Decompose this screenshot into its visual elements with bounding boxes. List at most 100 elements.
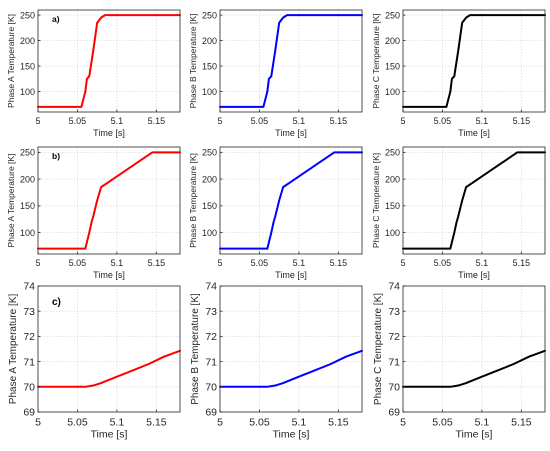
plot-area	[220, 286, 362, 412]
y-tick-label: 200	[385, 174, 400, 184]
x-tick-label: 5	[217, 258, 222, 268]
x-tick-label: 5.15	[328, 417, 349, 429]
y-tick-label: 72	[205, 331, 217, 343]
y-tick-label: 200	[202, 36, 217, 46]
x-tick-label: 5.1	[292, 417, 307, 429]
y-tick-label: 100	[20, 87, 35, 97]
y-tick-label: 74	[205, 281, 217, 293]
y-tick-label: 71	[23, 356, 35, 368]
chart-panel: 5 5.05 5.1 5.15 100 150 200 250 Time [s] Phase A …	[6, 9, 181, 138]
y-tick-label: 71	[388, 356, 400, 368]
axes-box	[37, 9, 181, 113]
panel-marker: a)	[52, 14, 60, 24]
x-tick-label: 5.1	[476, 258, 489, 268]
series-line	[219, 151, 363, 250]
y-tick-label: 100	[385, 228, 400, 238]
plot-area	[403, 286, 545, 412]
x-tick-label: 5	[400, 116, 405, 126]
y-tick-label: 72	[23, 331, 35, 343]
x-tick-label: 5.05	[69, 116, 87, 126]
axes-box	[402, 146, 546, 255]
x-tick-label: 5	[400, 417, 406, 429]
y-tick-label: 150	[20, 201, 35, 211]
y-tick-label: 150	[20, 61, 35, 71]
x-tick-label: 5.05	[69, 258, 87, 268]
x-axis-label: Time [s]	[456, 429, 493, 441]
chart-panel: 5 5.05 5.1 5.15 100 150 200 250 Time [s] Phase C …	[371, 146, 546, 280]
x-tick-label: 5	[35, 417, 41, 429]
y-tick-label: 150	[202, 201, 217, 211]
y-tick-label: 74	[388, 281, 400, 293]
y-axis-label: Phase B Temperature [K]	[188, 14, 198, 109]
x-axis-label: Time [s]	[275, 270, 307, 280]
x-axis-label: Time [s]	[91, 429, 128, 441]
y-tick-label: 200	[20, 36, 35, 46]
y-tick-label: 150	[202, 61, 217, 71]
axes-box	[37, 146, 181, 255]
x-axis-label: Time [s]	[458, 270, 490, 280]
y-tick-label: 73	[23, 306, 35, 318]
y-tick-label: 100	[20, 228, 35, 238]
plot-area	[38, 147, 180, 254]
x-tick-label: 5.15	[330, 116, 348, 126]
x-tick-label: 5	[35, 116, 40, 126]
y-tick-label: 100	[202, 228, 217, 238]
y-axis-label: Phase C Temperature [K]	[373, 293, 384, 405]
x-tick-label: 5.15	[511, 417, 532, 429]
y-tick-label: 100	[385, 87, 400, 97]
panel-marker: c)	[52, 297, 61, 308]
series-line	[219, 349, 363, 388]
x-tick-label: 5.05	[251, 258, 269, 268]
y-axis-label: Phase C Temperature [K]	[371, 13, 381, 108]
chart-panel: 5 5.05 5.1 5.15 69 70 71 72 73 74 Time [s] Phase B …	[190, 281, 363, 441]
x-tick-label: 5	[217, 417, 223, 429]
x-axis-label: Time [s]	[93, 270, 125, 280]
y-axis-label: Phase A Temperature [K]	[6, 154, 16, 248]
x-tick-label: 5.15	[148, 258, 166, 268]
series-line	[219, 14, 363, 108]
plot-area	[403, 10, 545, 112]
y-tick-label: 69	[23, 407, 35, 419]
plot-area	[403, 147, 545, 254]
y-tick-label: 70	[388, 381, 400, 393]
x-tick-label: 5.1	[293, 258, 306, 268]
y-tick-label: 250	[20, 148, 35, 158]
x-tick-label: 5.1	[476, 116, 489, 126]
x-axis-label: Time [s]	[93, 128, 125, 138]
x-tick-label: 5	[217, 116, 222, 126]
x-tick-label: 5.1	[111, 258, 124, 268]
x-tick-label: 5.15	[513, 116, 531, 126]
series-line	[402, 349, 546, 388]
chart-panel: 5 5.05 5.1 5.15 100 150 200 250 Time [s] Phase A …	[6, 146, 181, 280]
y-tick-label: 69	[205, 407, 217, 419]
y-axis-label: Phase B Temperature [K]	[190, 293, 201, 405]
y-tick-label: 200	[202, 174, 217, 184]
y-tick-label: 70	[205, 381, 217, 393]
x-tick-label: 5.05	[434, 258, 452, 268]
x-tick-label: 5.15	[146, 417, 167, 429]
x-tick-label: 5.15	[513, 258, 531, 268]
x-tick-label: 5.1	[111, 116, 124, 126]
axes-box	[37, 285, 181, 413]
x-tick-label: 5.15	[148, 116, 166, 126]
y-axis-label: Phase A Temperature [K]	[8, 294, 19, 405]
y-tick-label: 73	[205, 306, 217, 318]
plot-area	[38, 10, 180, 112]
axes-box	[219, 146, 363, 255]
x-tick-label: 5.1	[475, 417, 490, 429]
y-tick-label: 250	[385, 148, 400, 158]
x-axis-label: Time [s]	[273, 429, 310, 441]
y-axis-label: Phase C Temperature [K]	[371, 153, 381, 248]
y-tick-label: 200	[20, 174, 35, 184]
series-line	[37, 151, 181, 250]
y-tick-label: 71	[205, 356, 217, 368]
y-tick-label: 74	[23, 281, 35, 293]
chart-panel: 5 5.05 5.1 5.15 69 70 71 72 73 74 Time [s] Phase A …	[8, 281, 181, 441]
plot-area	[220, 147, 362, 254]
x-tick-label: 5.05	[251, 116, 269, 126]
y-tick-label: 150	[385, 201, 400, 211]
x-tick-label: 5.05	[432, 417, 453, 429]
y-axis-label: Phase B Temperature [K]	[188, 153, 198, 248]
series-line	[402, 151, 546, 250]
y-tick-label: 250	[202, 10, 217, 20]
